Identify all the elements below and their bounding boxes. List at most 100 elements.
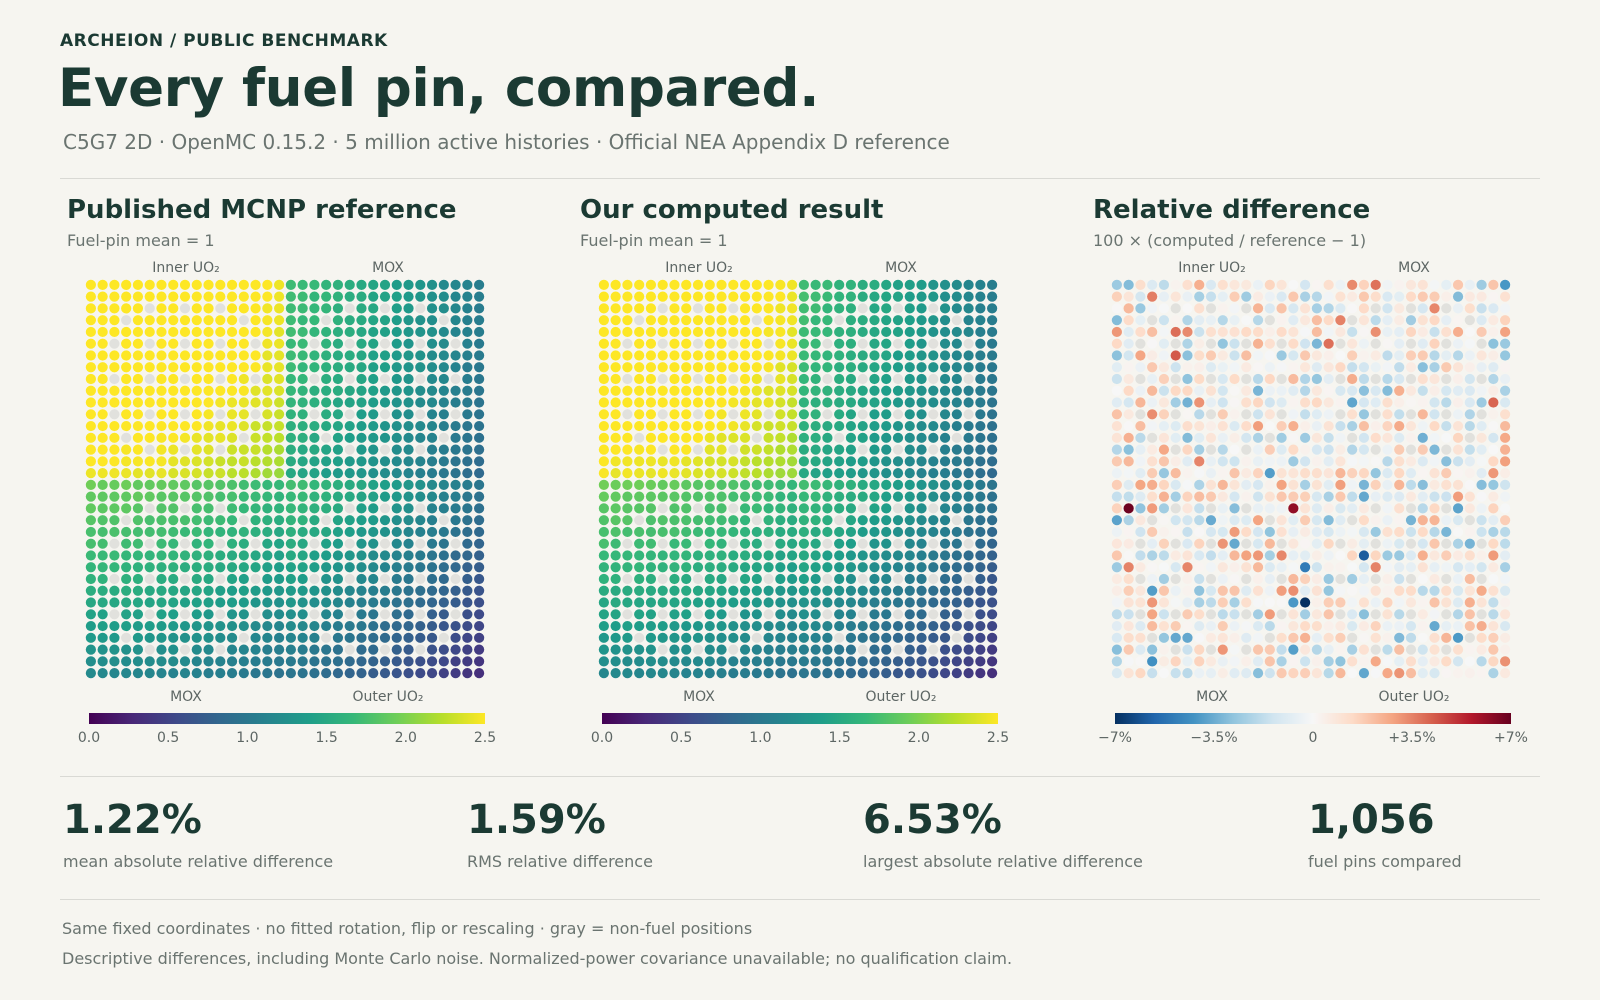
fuel-pin	[657, 620, 668, 632]
nonfuel-position	[1335, 409, 1346, 420]
fuel-pin	[97, 326, 108, 338]
fuel-pin	[1276, 632, 1287, 643]
fuel-pin	[834, 526, 845, 538]
fuel-pin	[226, 573, 238, 585]
fuel-pin	[669, 444, 680, 455]
fuel-pin	[634, 456, 645, 467]
fuel-pin	[132, 515, 144, 526]
fuel-pin	[1276, 515, 1287, 526]
fuel-pin	[1300, 468, 1311, 479]
fuel-pin	[1300, 491, 1311, 502]
fuel-pin	[1229, 644, 1240, 655]
nonfuel-position	[692, 444, 704, 455]
fuel-pin	[191, 620, 202, 632]
fuel-pin	[332, 632, 344, 643]
fuel-pin	[610, 444, 621, 455]
fuel-pin	[426, 632, 438, 643]
fuel-pin	[391, 350, 402, 361]
fuel-pin	[1358, 550, 1370, 561]
fuel-pin	[681, 668, 692, 679]
fuel-pin	[391, 609, 402, 620]
fuel-pin	[1347, 279, 1358, 290]
fuel-pin	[798, 409, 809, 420]
fuel-pin	[739, 303, 751, 314]
fuel-pin	[892, 456, 904, 467]
fuel-pin	[1123, 409, 1134, 420]
fuel-pin	[297, 432, 308, 443]
fuel-pin	[1111, 632, 1122, 643]
stat-mean-abs: 1.22% mean absolute relative difference	[63, 800, 333, 871]
fuel-pin	[415, 456, 426, 467]
fuel-pin	[1429, 279, 1440, 290]
fuel-pin	[598, 350, 609, 361]
fuel-pin	[798, 491, 809, 502]
fuel-pin	[97, 279, 108, 290]
fuel-pin	[598, 291, 609, 302]
fuel-pin	[622, 479, 633, 490]
fuel-pin	[692, 362, 704, 373]
fuel-pin	[975, 526, 986, 538]
fuel-pin	[704, 326, 715, 338]
nonfuel-position	[1135, 338, 1146, 349]
fuel-pin	[1252, 456, 1264, 467]
fuel-pin	[1417, 656, 1428, 667]
stat-pin-count: 1,056 fuel pins compared	[1308, 800, 1462, 871]
fuel-pin	[226, 503, 238, 514]
nonfuel-position	[344, 609, 355, 620]
stat-value: 1.59%	[467, 797, 606, 843]
fuel-pin	[238, 620, 249, 632]
fuel-pin	[215, 432, 226, 443]
fuel-pin	[939, 632, 951, 643]
fuel-pin	[928, 479, 939, 490]
fuel-pin	[85, 491, 96, 502]
fuel-pin	[1417, 338, 1428, 349]
fuel-pin	[904, 373, 915, 385]
fuel-pin	[951, 373, 962, 385]
fuel-pin	[751, 373, 762, 385]
fuel-pin	[892, 515, 904, 526]
fuel-pin	[1488, 585, 1499, 596]
fuel-pin	[262, 668, 273, 679]
fuel-pin	[645, 597, 657, 608]
nonfuel-position	[1347, 632, 1358, 643]
fuel-pin	[1488, 644, 1499, 655]
fuel-pin	[904, 503, 915, 514]
fuel-pin	[1111, 562, 1122, 573]
fuel-pin	[1147, 668, 1158, 679]
fuel-pin	[822, 620, 833, 632]
fuel-pin	[274, 326, 285, 338]
nonfuel-position	[963, 338, 974, 349]
fuel-pin	[798, 456, 809, 467]
fuel-pin	[1476, 526, 1487, 538]
fuel-pin	[975, 362, 986, 373]
fuel-pin	[1194, 550, 1205, 561]
fuel-pin	[203, 491, 214, 502]
fuel-pin	[1217, 350, 1228, 361]
fuel-pin	[657, 656, 668, 667]
fuel-pin	[622, 656, 633, 667]
fuel-pin	[1135, 597, 1146, 608]
fuel-pin	[1358, 338, 1370, 349]
fuel-pin	[1323, 420, 1334, 432]
fuel-pin	[763, 526, 774, 538]
fuel-pin	[238, 526, 249, 538]
fuel-pin	[309, 668, 320, 679]
fuel-pin	[787, 609, 798, 620]
fuel-pin	[834, 620, 845, 632]
fuel-pin	[156, 491, 167, 502]
fuel-pin	[1335, 632, 1346, 643]
fuel-pin	[1147, 526, 1158, 538]
fuel-pin	[1417, 620, 1428, 632]
fuel-pin	[1370, 279, 1381, 290]
fuel-pin	[1429, 468, 1440, 479]
fuel-pin	[622, 362, 633, 373]
fuel-pin	[474, 326, 485, 338]
fuel-pin	[634, 373, 645, 385]
fuel-pin	[1264, 362, 1275, 373]
fuel-pin	[1205, 562, 1217, 573]
fuel-pin	[191, 432, 202, 443]
fuel-pin	[1276, 456, 1287, 467]
fuel-pin	[598, 550, 609, 561]
fuel-pin	[1323, 632, 1334, 643]
fuel-pin	[869, 291, 880, 302]
